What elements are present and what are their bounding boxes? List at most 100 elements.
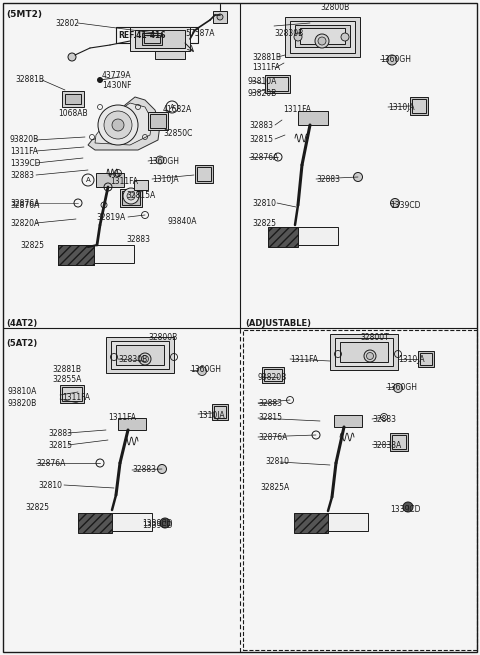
Polygon shape bbox=[268, 227, 298, 247]
Text: (5AT2): (5AT2) bbox=[6, 339, 37, 348]
Text: 1339CD: 1339CD bbox=[390, 506, 420, 514]
Polygon shape bbox=[294, 513, 328, 533]
Circle shape bbox=[123, 188, 139, 204]
Circle shape bbox=[387, 55, 397, 65]
Bar bbox=[262, 367, 284, 383]
Text: 1339CD: 1339CD bbox=[390, 200, 420, 210]
Bar bbox=[213, 11, 227, 23]
Text: 32876A: 32876A bbox=[36, 458, 65, 468]
Polygon shape bbox=[58, 245, 94, 265]
Text: 1339CD: 1339CD bbox=[142, 521, 172, 529]
Circle shape bbox=[394, 383, 403, 392]
Bar bbox=[295, 25, 350, 47]
Text: 32825A: 32825A bbox=[260, 483, 289, 491]
Circle shape bbox=[98, 105, 138, 145]
Bar bbox=[116, 27, 198, 43]
Bar bbox=[334, 415, 362, 427]
Text: 93820B: 93820B bbox=[10, 136, 39, 145]
Text: 57587A: 57587A bbox=[185, 29, 215, 39]
Text: 32876A: 32876A bbox=[10, 200, 39, 210]
Text: 32883: 32883 bbox=[372, 415, 396, 424]
Text: 32830B: 32830B bbox=[274, 29, 303, 37]
Text: 32810: 32810 bbox=[38, 481, 62, 489]
Text: 32881B: 32881B bbox=[252, 52, 281, 62]
Text: 32815A: 32815A bbox=[126, 191, 155, 200]
Bar bbox=[328, 513, 368, 531]
Polygon shape bbox=[78, 513, 112, 533]
Text: 32883: 32883 bbox=[132, 466, 156, 474]
Text: 32819A: 32819A bbox=[96, 214, 125, 223]
Text: 32800B: 32800B bbox=[148, 333, 177, 341]
Circle shape bbox=[127, 192, 135, 200]
Text: 1339CD: 1339CD bbox=[10, 159, 40, 168]
Bar bbox=[142, 33, 162, 45]
Text: 1311FA: 1311FA bbox=[290, 354, 318, 364]
Text: 32815: 32815 bbox=[48, 441, 72, 449]
Text: 93820B: 93820B bbox=[258, 373, 287, 381]
Text: 1360GH: 1360GH bbox=[386, 383, 417, 392]
Bar bbox=[285, 17, 360, 57]
Text: 1310JA: 1310JA bbox=[388, 102, 415, 111]
Text: (4AT2): (4AT2) bbox=[6, 319, 37, 328]
Text: 1339CD: 1339CD bbox=[142, 519, 172, 527]
Bar bbox=[195, 165, 213, 183]
Circle shape bbox=[160, 518, 170, 528]
Text: 32815: 32815 bbox=[258, 413, 282, 422]
Bar bbox=[212, 404, 228, 420]
Text: 1311FA: 1311FA bbox=[10, 147, 38, 155]
Bar bbox=[298, 111, 328, 125]
Bar bbox=[214, 406, 226, 418]
Bar bbox=[148, 112, 168, 130]
Text: 93820B: 93820B bbox=[248, 88, 277, 98]
Bar bbox=[390, 433, 408, 451]
Bar bbox=[130, 27, 190, 51]
Circle shape bbox=[112, 119, 124, 131]
Bar bbox=[420, 353, 432, 365]
Text: REF.41-416: REF.41-416 bbox=[118, 31, 166, 39]
Bar bbox=[112, 513, 152, 531]
Bar bbox=[62, 91, 84, 107]
Circle shape bbox=[294, 33, 302, 41]
Text: 32876A: 32876A bbox=[10, 198, 39, 208]
Text: 32810: 32810 bbox=[265, 457, 289, 466]
Circle shape bbox=[364, 350, 376, 362]
Circle shape bbox=[367, 352, 373, 360]
Text: 1311FA: 1311FA bbox=[110, 178, 138, 187]
Bar bbox=[150, 114, 166, 128]
Text: 32883: 32883 bbox=[316, 174, 340, 183]
Text: 93840A: 93840A bbox=[168, 217, 197, 227]
Text: 32883: 32883 bbox=[249, 121, 273, 130]
Text: A: A bbox=[169, 104, 174, 110]
Text: 32881B: 32881B bbox=[15, 75, 44, 84]
Bar bbox=[60, 385, 84, 403]
Polygon shape bbox=[95, 103, 152, 145]
Bar bbox=[267, 77, 288, 91]
Text: 32830B: 32830B bbox=[118, 354, 147, 364]
Text: 32883: 32883 bbox=[258, 398, 282, 407]
Text: 1068AB: 1068AB bbox=[58, 109, 88, 117]
Bar bbox=[197, 167, 211, 181]
Text: 1311FA: 1311FA bbox=[62, 392, 90, 402]
Text: 93820B: 93820B bbox=[8, 398, 37, 407]
Bar bbox=[94, 245, 134, 263]
Bar bbox=[410, 97, 428, 115]
Circle shape bbox=[318, 37, 326, 45]
Text: 32883: 32883 bbox=[48, 428, 72, 438]
Text: 1310JA: 1310JA bbox=[152, 174, 179, 183]
Text: 32825: 32825 bbox=[25, 502, 49, 512]
Circle shape bbox=[97, 77, 103, 83]
Text: A: A bbox=[85, 177, 90, 183]
Text: 32881B: 32881B bbox=[52, 365, 81, 375]
Text: 93810A: 93810A bbox=[248, 77, 277, 86]
Text: 32810: 32810 bbox=[252, 198, 276, 208]
Text: 32883: 32883 bbox=[126, 236, 150, 244]
Bar bbox=[330, 334, 398, 370]
Circle shape bbox=[157, 464, 167, 474]
Circle shape bbox=[139, 353, 151, 365]
Text: 41682A: 41682A bbox=[163, 105, 192, 115]
Bar bbox=[155, 51, 185, 59]
Bar bbox=[58, 245, 94, 265]
Text: 32802: 32802 bbox=[55, 18, 79, 28]
Circle shape bbox=[217, 14, 223, 20]
Bar bbox=[264, 369, 282, 381]
